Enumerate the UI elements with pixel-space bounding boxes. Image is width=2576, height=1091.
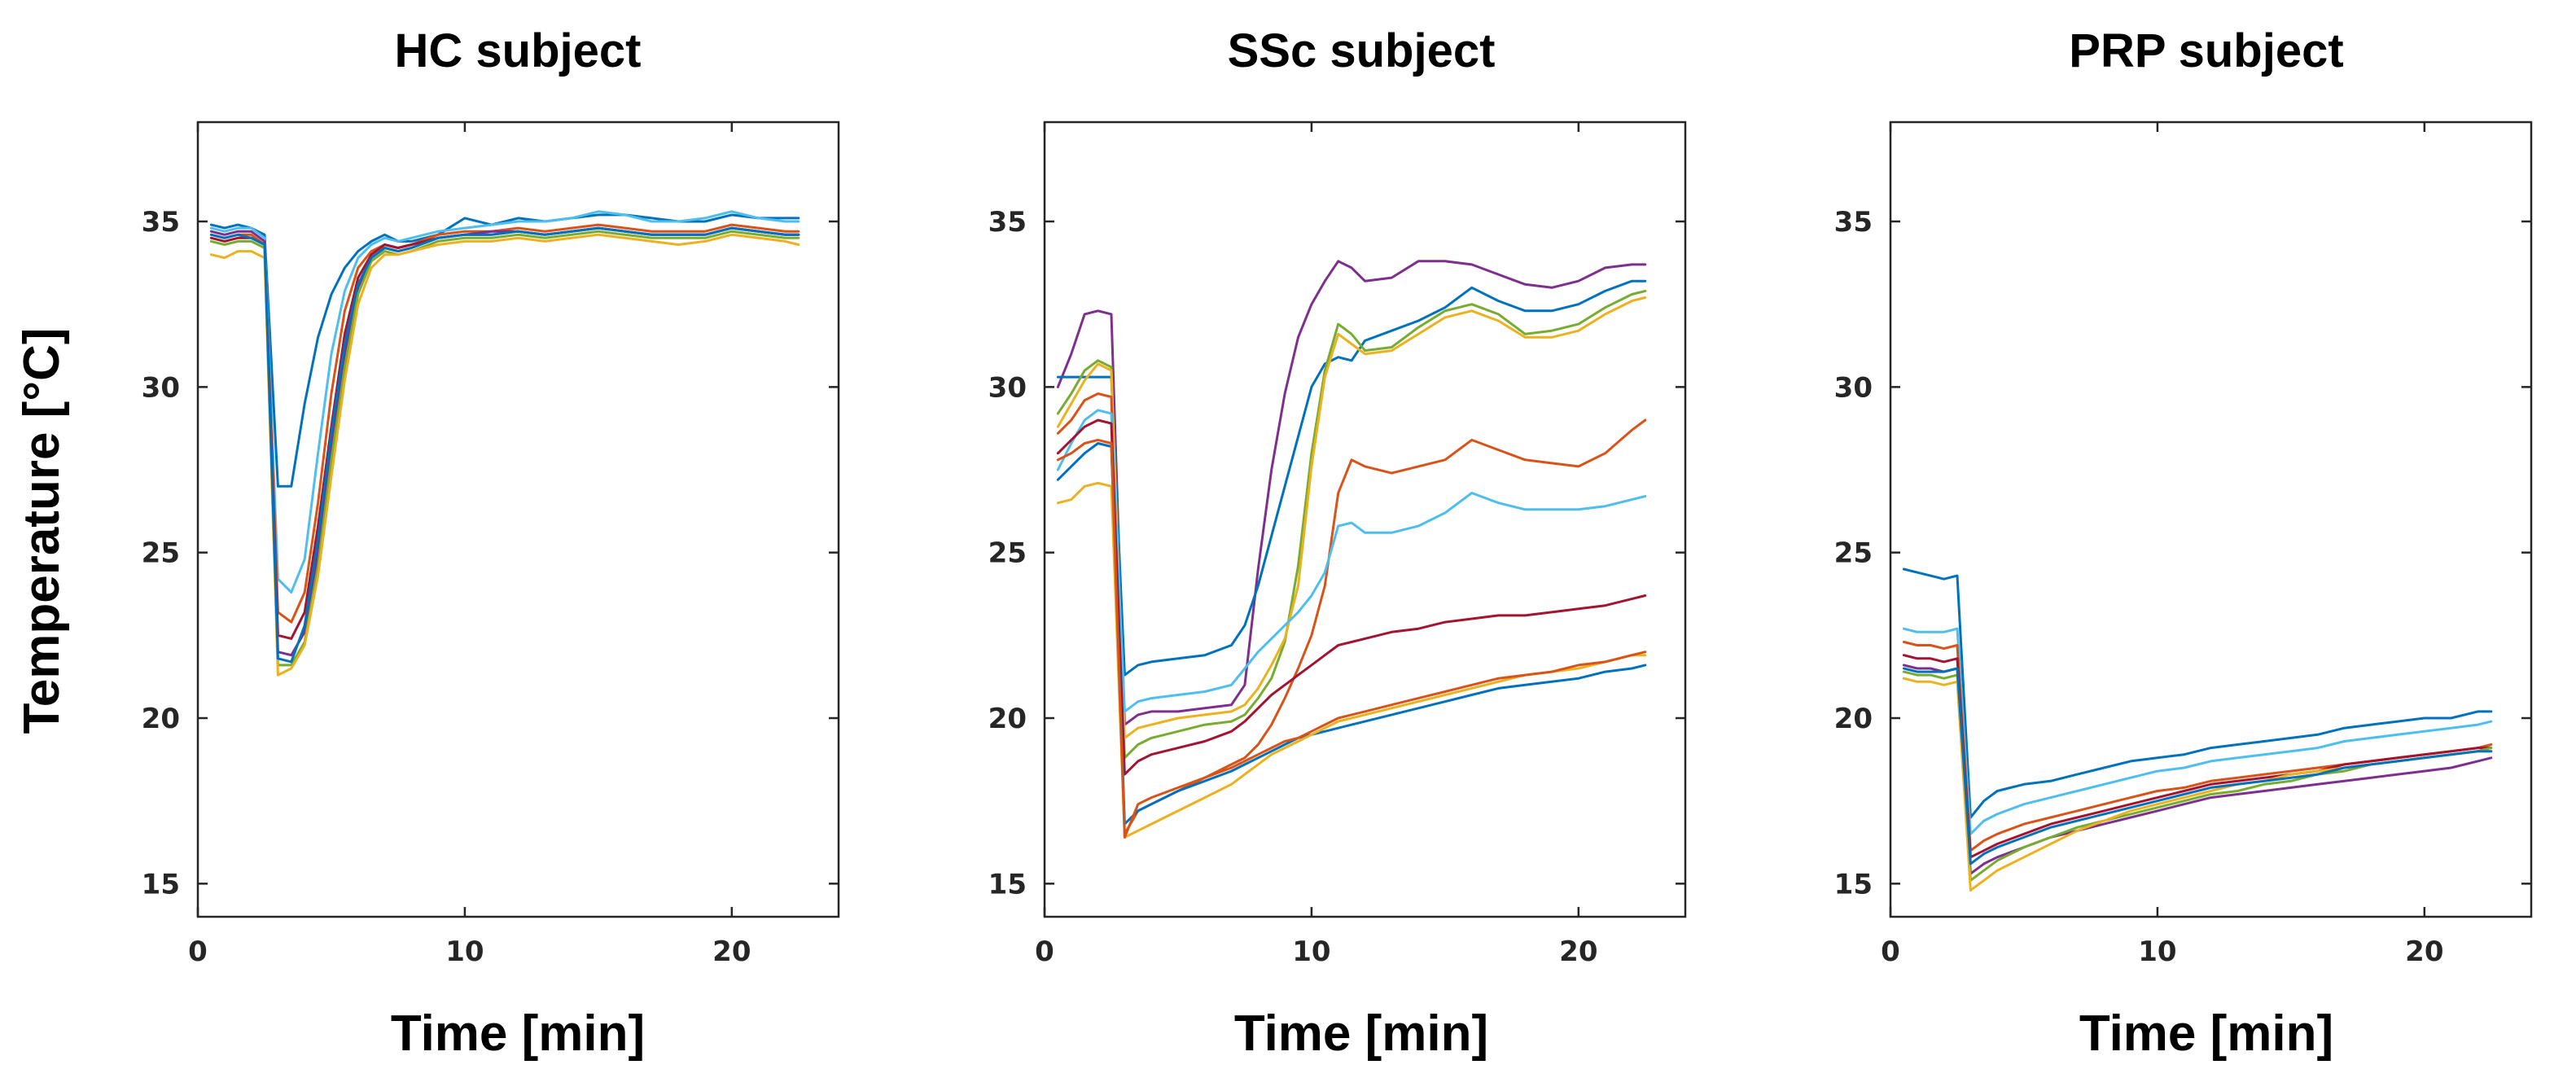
plot-area	[1043, 120, 1687, 918]
series-line-s6	[1056, 409, 1647, 713]
plot-area	[196, 120, 840, 918]
x-axis-label: Time [min]	[2079, 1006, 2333, 1062]
series-line-s10	[1056, 438, 1647, 839]
y-tick-label: 30	[988, 371, 1027, 404]
chart-title: SSc subject	[1228, 24, 1496, 77]
axis-ticks: 15 20 25 30 35 0 10 20	[142, 122, 839, 968]
series-line-s4	[1056, 296, 1647, 739]
y-tick-label: 35	[142, 206, 180, 239]
series-line-s1	[209, 213, 800, 488]
x-tick-label: 20	[1559, 935, 1597, 968]
series-line-s6	[209, 230, 800, 667]
x-tick-label: 20	[2405, 935, 2443, 968]
series-line-s5	[1902, 664, 2493, 875]
series-line-s2	[209, 210, 800, 594]
series-line-s5	[1056, 392, 1647, 835]
x-tick-label: 10	[1292, 935, 1330, 968]
y-axis-label: Temperature [°C]	[14, 327, 70, 734]
x-tick-label: 0	[1881, 935, 1900, 968]
series-lines	[1056, 260, 1647, 839]
panel-prp-subject: PRP subject 15 20 25 30 35 0 10 20 Time [min]	[1834, 24, 2533, 1062]
x-axis-label: Time [min]	[1234, 1006, 1488, 1062]
series-line-s3	[1056, 289, 1647, 760]
series-lines	[1902, 567, 2493, 892]
y-tick-label: 35	[1834, 206, 1873, 239]
y-tick-label: 35	[988, 206, 1027, 239]
y-tick-label: 25	[1834, 537, 1873, 570]
y-tick-label: 30	[142, 371, 180, 404]
series-line-s7	[209, 233, 800, 677]
series-line-s7	[1056, 418, 1647, 776]
series-line-s4	[1902, 654, 2493, 859]
series-lines	[209, 210, 800, 677]
panel-hc-subject: HC subject 15 20 25 30 35 0 10 20 Time [min]	[142, 24, 840, 1062]
series-line-s1	[1902, 567, 2493, 819]
y-tick-label: 15	[1834, 868, 1873, 900]
series-line-s2	[1902, 627, 2493, 835]
axis-ticks: 15 20 25 30 35 0 10 20	[988, 122, 1685, 968]
panel-ssc-subject: SSc subject 15 20 25 30 35 0 10 20 Time [min]	[988, 24, 1687, 1062]
series-line-s3	[209, 223, 800, 624]
y-tick-label: 15	[142, 868, 180, 900]
series-line-s3	[1902, 641, 2493, 852]
series-line-s9	[1056, 481, 1647, 839]
y-tick-label: 20	[1834, 703, 1873, 735]
y-tick-label: 20	[988, 703, 1027, 735]
x-tick-label: 10	[2138, 935, 2176, 968]
y-tick-label: 15	[988, 868, 1027, 900]
x-tick-label: 10	[445, 935, 484, 968]
series-line-s8	[209, 226, 800, 664]
y-tick-label: 20	[142, 703, 180, 735]
x-axis-label: Time [min]	[391, 1006, 645, 1062]
plot-area	[1889, 120, 2533, 918]
series-line-s2	[1056, 279, 1647, 677]
chart-title: HC subject	[395, 24, 642, 77]
y-tick-label: 25	[988, 537, 1027, 570]
x-tick-label: 0	[188, 935, 208, 968]
y-tick-label: 25	[142, 537, 180, 570]
series-line-s1	[1056, 260, 1647, 726]
x-tick-label: 0	[1035, 935, 1054, 968]
series-line-s8	[1902, 667, 2493, 865]
axis-ticks: 15 20 25 30 35 0 10 20	[1834, 122, 2531, 968]
chart-title: PRP subject	[2069, 24, 2343, 77]
x-tick-label: 20	[712, 935, 751, 968]
y-tick-label: 30	[1834, 371, 1873, 404]
series-line-s8	[1056, 442, 1647, 826]
